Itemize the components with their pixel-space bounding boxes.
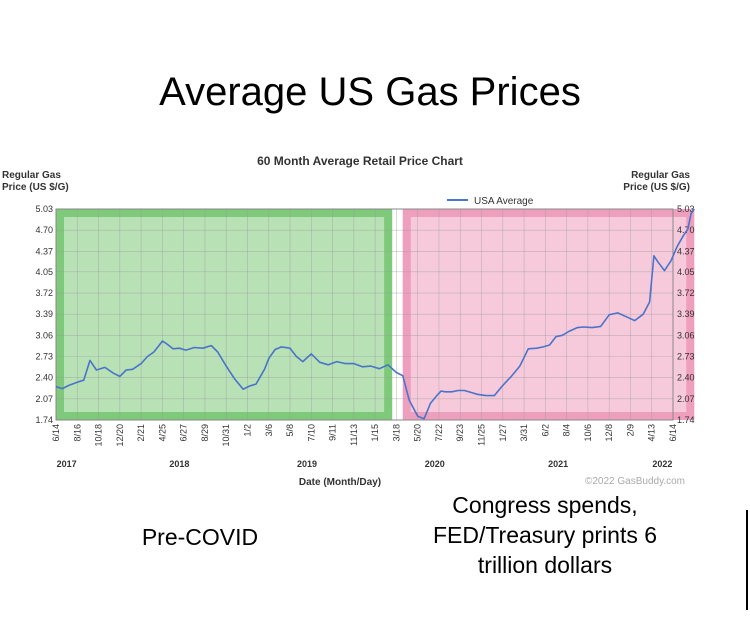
x-tick-label: 11/25 (477, 424, 487, 446)
x-tick-label: 1/15 (370, 424, 380, 442)
y-tick-label: 2.40 (677, 373, 695, 383)
y-axis-label-left: Regular Gas Price (US $/G) (2, 170, 69, 193)
caption-pre-covid: Pre-COVID (141, 524, 259, 550)
year-label: 2021 (548, 459, 568, 469)
x-tick-label: 6/14 (668, 424, 678, 442)
x-tick-label: 12/20 (115, 424, 125, 447)
x-tick-label: 2/9 (625, 424, 635, 437)
x-tick-label: 3/6 (264, 424, 274, 437)
chart-grid (55, 208, 674, 421)
y-tick-label: 1.74 (677, 415, 695, 425)
y-tick-label: 3.72 (677, 288, 695, 298)
x-tick-label: 11/13 (349, 424, 359, 446)
caption-congress-spends: Congress spends, FED/Treasury prints 6 t… (432, 492, 658, 578)
y-tick-label: 3.06 (677, 330, 695, 340)
highlight-border-pre-covid (56, 209, 393, 420)
year-label: 2018 (169, 459, 189, 469)
chart-title: 60 Month Average Retail Price Chart (257, 154, 463, 168)
series-line-usa-average (55, 208, 695, 420)
y-tick-label: 4.05 (677, 267, 695, 277)
y-tick-label: 4.70 (35, 225, 53, 235)
x-tick-label: 6/2 (540, 424, 550, 437)
x-tick-label: 3/18 (391, 424, 401, 442)
x-tick-label: 4/13 (647, 424, 657, 442)
series-layer (55, 208, 695, 420)
y-tick-label: 3.39 (35, 309, 53, 319)
plot-frame (55, 208, 674, 421)
y-tick-label: 5.03 (677, 204, 695, 214)
year-label: 2019 (297, 459, 317, 469)
year-label: 2022 (652, 459, 672, 469)
y-tick-label: 4.37 (677, 246, 695, 256)
x-tick-label: 10/31 (221, 424, 231, 447)
y-tick-label: 3.72 (35, 288, 53, 298)
y-tick-labels-right: 5.03 4.70 4.37 4.05 3.72 3.39 3.06 2.73 2.40 2.07… (677, 204, 695, 425)
y-axis-label-right: Regular Gas Price (US $/G) (623, 170, 690, 193)
x-tick-label: 7/22 (434, 424, 444, 442)
x-tick-label: 6/14 (51, 424, 61, 442)
x-tick-label: 10/18 (94, 424, 104, 447)
x-tick-labels: 6/14 8/16 10/18 12/20 2/21 4/25 6/27 8/29 10/31 1… (51, 424, 678, 447)
y-tick-label: 4.05 (35, 267, 53, 277)
x-tick-label: 3/31 (519, 424, 529, 442)
x-tick-label: 9/11 (328, 424, 338, 441)
x-tick-label: 5/8 (285, 424, 295, 437)
x-tick-label: 1/2 (242, 424, 252, 437)
y-tick-labels-left: 5.03 4.70 4.37 4.05 3.72 3.39 3.06 2.73 2.40 2.07… (35, 204, 53, 425)
x-tick-label: 8/29 (200, 424, 210, 442)
x-tick-label: 8/16 (72, 424, 82, 442)
y-tick-label: 1.74 (35, 415, 53, 425)
highlight-fill-post-covid (402, 209, 695, 420)
y-tick-label: 2.40 (35, 373, 53, 383)
y-tick-label: 4.70 (677, 225, 695, 235)
y-tick-label: 2.73 (35, 352, 53, 362)
watermark: ©2022 GasBuddy.com (585, 476, 685, 487)
x-tick-label: 10/6 (583, 424, 593, 442)
year-labels: 2017 2018 2019 2020 2021 2022 (57, 459, 673, 469)
page-title: Average US Gas Prices (159, 70, 581, 114)
x-tick-label: 8/4 (562, 424, 572, 437)
x-tick-label: 12/8 (604, 424, 614, 442)
y-tick-label: 2.07 (35, 394, 53, 404)
y-tick-label: 3.06 (35, 330, 53, 340)
edge-divider (746, 510, 748, 610)
x-tick-label: 6/27 (179, 424, 189, 442)
year-label: 2017 (57, 459, 77, 469)
y-tick-label: 2.07 (677, 394, 695, 404)
y-tick-label: 5.03 (35, 204, 53, 214)
x-tick-label: 5/20 (413, 424, 423, 442)
x-tick-label: 9/23 (455, 424, 465, 442)
y-tick-label: 4.37 (35, 246, 53, 256)
year-label: 2020 (425, 459, 445, 469)
x-tick-label: 1/27 (498, 424, 508, 442)
highlight-border-post-covid (402, 209, 695, 420)
legend-label: USA Average (474, 196, 534, 207)
y-tick-label: 3.39 (677, 309, 695, 319)
highlight-fill-pre-covid (56, 209, 393, 420)
y-tick-label: 2.73 (677, 352, 695, 362)
x-tick-label: 7/10 (306, 424, 316, 442)
highlight-regions (56, 209, 695, 420)
x-tick-label: 4/25 (157, 424, 167, 442)
x-tick-label: 2/21 (136, 424, 146, 442)
x-axis-label: Date (Month/Day) (299, 477, 381, 488)
